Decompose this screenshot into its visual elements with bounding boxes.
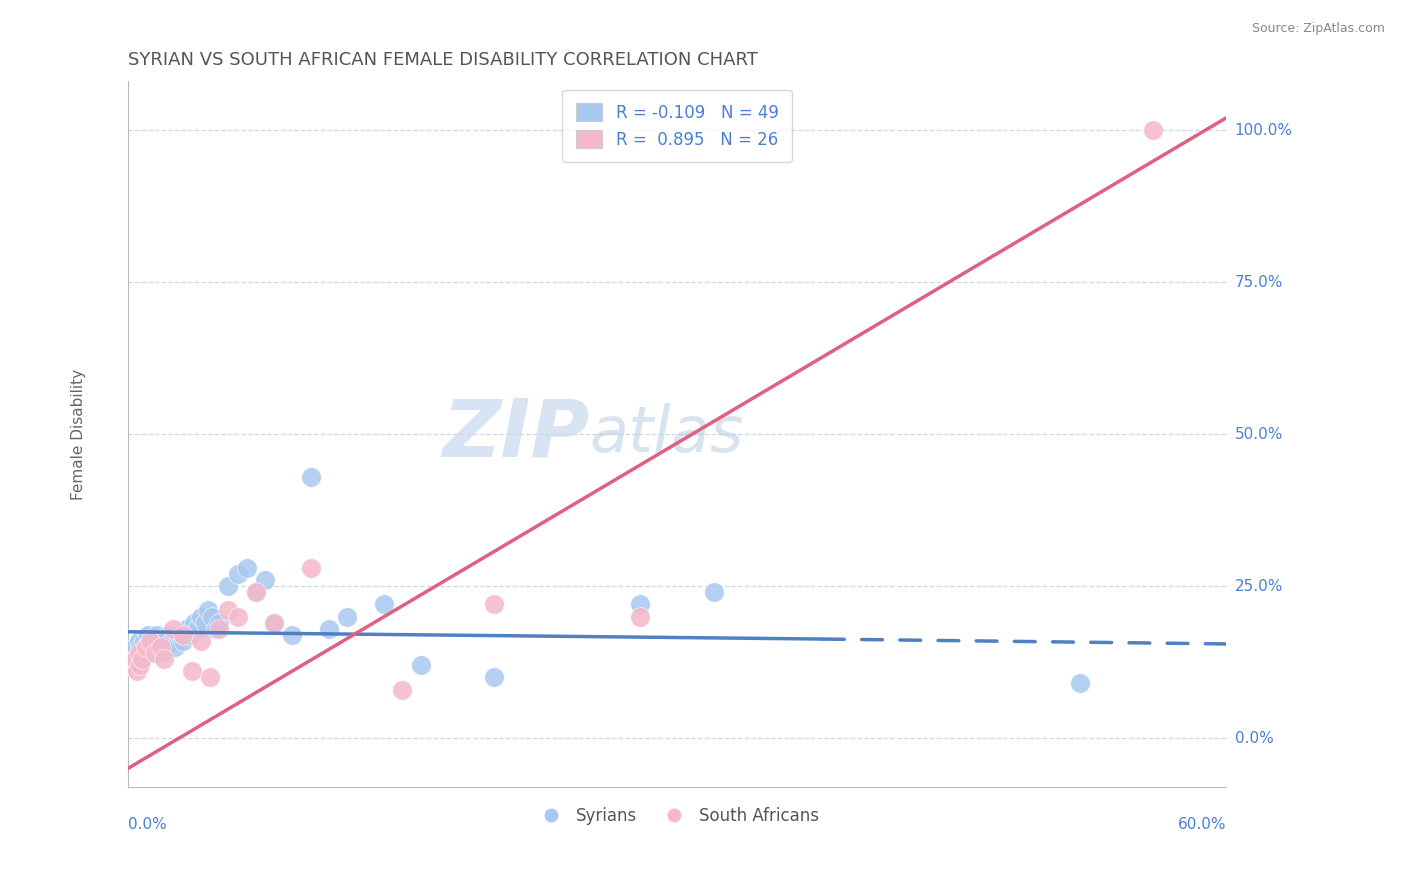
Point: [129, 658, 152, 673]
Point: [190, 633, 212, 648]
Point: [373, 598, 395, 612]
Point: [204, 622, 226, 636]
Point: [217, 579, 239, 593]
Point: [628, 598, 651, 612]
Text: 100.0%: 100.0%: [1234, 122, 1292, 137]
Point: [136, 628, 159, 642]
Point: [138, 633, 160, 648]
Point: [409, 658, 432, 673]
Point: [156, 628, 179, 642]
Point: [281, 628, 304, 642]
Point: [128, 646, 150, 660]
Point: [235, 561, 257, 575]
Point: [153, 640, 176, 654]
Point: [253, 573, 276, 587]
Point: [120, 658, 142, 673]
Point: [172, 628, 194, 642]
Point: [149, 640, 172, 654]
Point: [336, 609, 359, 624]
Point: [186, 622, 208, 636]
Point: [148, 640, 170, 654]
Point: [125, 652, 148, 666]
Point: [143, 646, 166, 660]
Point: [135, 640, 157, 654]
Point: [172, 633, 194, 648]
Point: [128, 633, 150, 648]
Point: [153, 652, 176, 666]
Point: [124, 652, 146, 666]
Text: 75.0%: 75.0%: [1234, 275, 1282, 290]
Point: [226, 609, 249, 624]
Point: [263, 615, 285, 630]
Point: [198, 670, 221, 684]
Point: [143, 646, 166, 660]
Text: Female Disability: Female Disability: [70, 368, 86, 500]
Point: [190, 609, 212, 624]
Point: [162, 622, 184, 636]
Point: [1142, 123, 1164, 137]
Point: [160, 633, 183, 648]
Point: [131, 646, 153, 660]
Point: [124, 640, 146, 654]
Point: [197, 603, 219, 617]
Text: 25.0%: 25.0%: [1234, 579, 1282, 594]
Point: [183, 615, 205, 630]
Text: Source: ZipAtlas.com: Source: ZipAtlas.com: [1251, 22, 1385, 36]
Point: [179, 628, 201, 642]
Text: ZIP: ZIP: [441, 395, 589, 473]
Point: [318, 622, 340, 636]
Point: [703, 585, 725, 599]
Point: [208, 615, 231, 630]
Text: SYRIAN VS SOUTH AFRICAN FEMALE DISABILITY CORRELATION CHART: SYRIAN VS SOUTH AFRICAN FEMALE DISABILIT…: [128, 51, 758, 69]
Text: 0.0%: 0.0%: [1234, 731, 1274, 746]
Text: 50.0%: 50.0%: [1234, 426, 1282, 442]
Point: [141, 633, 163, 648]
Point: [628, 609, 651, 624]
Point: [263, 615, 285, 630]
Point: [174, 622, 197, 636]
Point: [138, 646, 160, 660]
Point: [165, 640, 187, 654]
Point: [149, 633, 172, 648]
Point: [134, 633, 156, 648]
Point: [1069, 676, 1091, 690]
Text: atlas: atlas: [589, 403, 744, 465]
Point: [299, 469, 322, 483]
Point: [146, 628, 169, 642]
Point: [208, 622, 231, 636]
Point: [201, 609, 224, 624]
Point: [245, 585, 267, 599]
Point: [482, 670, 505, 684]
Point: [180, 665, 202, 679]
Legend: Syrians, South Africans: Syrians, South Africans: [529, 800, 825, 831]
Point: [299, 561, 322, 575]
Point: [193, 615, 215, 630]
Text: 60.0%: 60.0%: [1178, 817, 1226, 832]
Point: [391, 682, 413, 697]
Point: [129, 640, 152, 654]
Point: [167, 628, 190, 642]
Point: [135, 640, 157, 654]
Point: [142, 640, 165, 654]
Point: [482, 598, 505, 612]
Point: [131, 652, 153, 666]
Point: [217, 603, 239, 617]
Point: [226, 566, 249, 581]
Point: [245, 585, 267, 599]
Point: [152, 646, 174, 660]
Point: [125, 665, 148, 679]
Point: [120, 646, 142, 660]
Text: 0.0%: 0.0%: [128, 817, 166, 832]
